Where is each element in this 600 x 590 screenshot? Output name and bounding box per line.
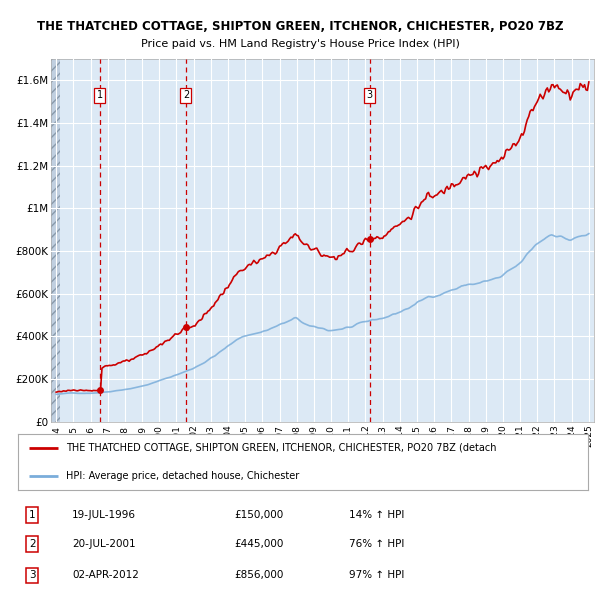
Text: 2: 2	[29, 539, 35, 549]
Text: 2: 2	[183, 90, 189, 100]
Text: 20-JUL-2001: 20-JUL-2001	[72, 539, 136, 549]
Text: 1: 1	[29, 510, 35, 520]
Text: 97% ↑ HPI: 97% ↑ HPI	[349, 571, 404, 581]
Text: 3: 3	[29, 571, 35, 581]
Text: Price paid vs. HM Land Registry's House Price Index (HPI): Price paid vs. HM Land Registry's House …	[140, 40, 460, 49]
Text: 76% ↑ HPI: 76% ↑ HPI	[349, 539, 404, 549]
Text: £856,000: £856,000	[235, 571, 284, 581]
Text: 19-JUL-1996: 19-JUL-1996	[72, 510, 136, 520]
Text: 1: 1	[97, 90, 103, 100]
Text: THE THATCHED COTTAGE, SHIPTON GREEN, ITCHENOR, CHICHESTER, PO20 7BZ (detach: THE THATCHED COTTAGE, SHIPTON GREEN, ITC…	[67, 442, 497, 453]
Text: 3: 3	[367, 90, 373, 100]
Text: HPI: Average price, detached house, Chichester: HPI: Average price, detached house, Chic…	[67, 471, 300, 481]
Text: 14% ↑ HPI: 14% ↑ HPI	[349, 510, 404, 520]
Text: 02-APR-2012: 02-APR-2012	[72, 571, 139, 581]
Bar	[51, 59, 61, 422]
Text: £445,000: £445,000	[235, 539, 284, 549]
Text: £150,000: £150,000	[235, 510, 284, 520]
Text: THE THATCHED COTTAGE, SHIPTON GREEN, ITCHENOR, CHICHESTER, PO20 7BZ: THE THATCHED COTTAGE, SHIPTON GREEN, ITC…	[37, 20, 563, 33]
